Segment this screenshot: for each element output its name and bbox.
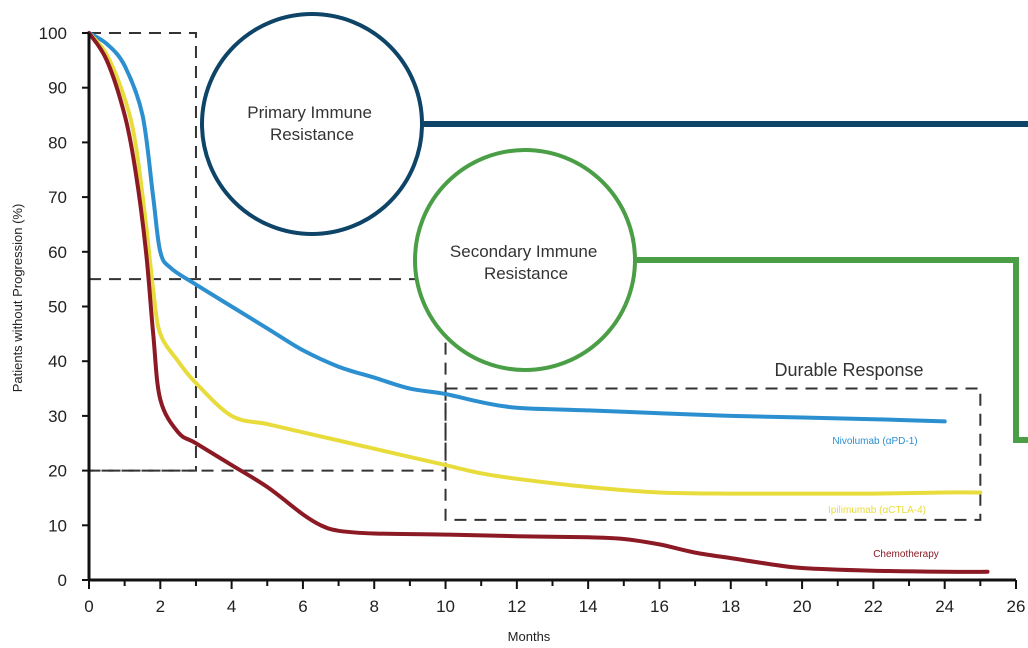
axes [82, 32, 1017, 589]
y-tick-label: 100 [39, 24, 67, 43]
x-tick-label: 2 [156, 597, 165, 616]
x-tick-label: 16 [650, 597, 669, 616]
x-tick-label: 10 [436, 597, 455, 616]
primary-label-line1: Primary Immune [247, 103, 372, 122]
x-tick-label: 8 [369, 597, 378, 616]
primary-label: Primary Immune Resistance [247, 103, 376, 144]
primary-label-line2: Resistance [270, 125, 354, 144]
y-tick-label: 90 [48, 79, 67, 98]
secondary-label-line2: Resistance [484, 264, 568, 283]
y-tick-label: 40 [48, 352, 67, 371]
y-tick-label: 80 [48, 133, 67, 152]
primary-circle [200, 12, 424, 236]
series-line-1 [87, 31, 983, 496]
x-tick-label: 0 [84, 597, 93, 616]
y-tick-label: 60 [48, 243, 67, 262]
secondary-label: Secondary Immune Resistance [450, 242, 602, 283]
y-tick-label: 70 [48, 188, 67, 207]
callouts: Primary Immune Resistance Secondary Immu… [200, 12, 1028, 443]
durable-region [444, 387, 982, 521]
y-tick-label: 10 [48, 516, 67, 535]
x-tick-label: 20 [793, 597, 812, 616]
secondary-connector [635, 257, 1028, 443]
x-tick-label: 26 [1007, 597, 1026, 616]
x-tick-label: 24 [935, 597, 954, 616]
y-tick-label: 0 [58, 571, 67, 590]
series-label-ipilimumab: Ipilimumab (αCTLA-4) [828, 505, 926, 516]
series-line-0 [87, 31, 947, 424]
x-tick-label: 4 [227, 597, 236, 616]
primary-region [88, 32, 197, 472]
secondary-label-line1: Secondary Immune [450, 242, 597, 261]
x-tick-label: 22 [864, 597, 883, 616]
series-line-2 [87, 31, 990, 574]
secondary-circle [413, 148, 637, 372]
y-axis-title: Patients without Progression (%) [10, 204, 25, 393]
y-tick-label: 50 [48, 298, 67, 317]
y-tick-label: 20 [48, 462, 67, 481]
x-tick-label: 6 [298, 597, 307, 616]
secondary-region [88, 278, 447, 472]
y-tick-label: 30 [48, 407, 67, 426]
series-labels: Nivolumab (αPD-1) Ipilimumab (αCTLA-4) C… [828, 436, 939, 560]
x-tick-label: 12 [507, 597, 526, 616]
series-label-nivolumab: Nivolumab (αPD-1) [832, 436, 917, 447]
x-tick-label: 14 [579, 597, 598, 616]
series-label-chemotherapy: Chemotherapy [873, 549, 939, 560]
x-tick-label: 18 [721, 597, 740, 616]
durable-response-label: Durable Response [774, 360, 923, 380]
x-axis-title: Months [508, 629, 551, 644]
series-lines [87, 31, 990, 574]
